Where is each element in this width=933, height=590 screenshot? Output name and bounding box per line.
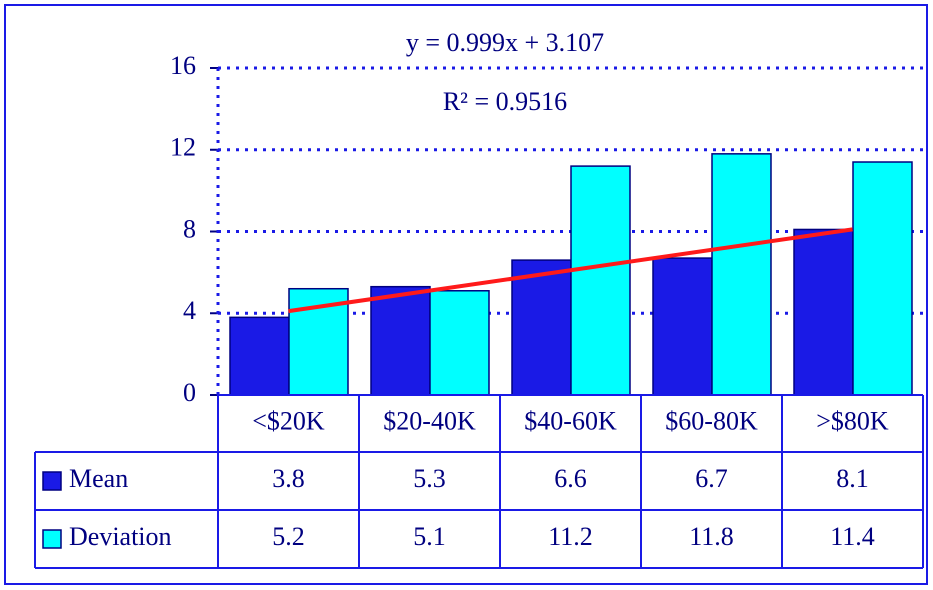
y-tick-label: 12 xyxy=(170,133,196,162)
y-tick-label: 0 xyxy=(183,378,196,407)
trendline xyxy=(288,227,853,314)
table-value: 11.8 xyxy=(689,522,734,551)
y-tick-label: 8 xyxy=(183,214,196,243)
bar xyxy=(652,257,713,396)
legend-label: Mean xyxy=(69,464,128,493)
x-tick-label: >$80K xyxy=(816,406,889,435)
table-value: 8.1 xyxy=(836,464,869,493)
table-value: 5.3 xyxy=(413,464,446,493)
legend-label: Deviation xyxy=(69,522,172,551)
x-tick-label: <$20K xyxy=(252,406,325,435)
bar xyxy=(852,161,913,396)
bar xyxy=(511,259,572,396)
trendline-equation: y = 0.999x + 3.107 xyxy=(406,28,604,57)
bar xyxy=(711,153,772,396)
table-value: 5.2 xyxy=(272,522,305,551)
x-tick-label: $60-80K xyxy=(665,406,758,435)
bar xyxy=(370,285,431,396)
bar xyxy=(570,165,631,396)
legend-swatch xyxy=(42,471,62,491)
bar xyxy=(429,290,490,396)
bar xyxy=(229,316,290,396)
y-tick-label: 16 xyxy=(170,51,196,80)
table-value: 6.6 xyxy=(554,464,587,493)
y-tick-label: 4 xyxy=(183,296,196,325)
table-value: 11.4 xyxy=(830,522,875,551)
bar xyxy=(793,228,854,396)
legend-swatch xyxy=(42,529,62,549)
x-tick-label: $20-40K xyxy=(383,406,476,435)
table-value: 11.2 xyxy=(548,522,593,551)
r-squared: R² = 0.9516 xyxy=(443,87,567,116)
table-value: 6.7 xyxy=(695,464,728,493)
table-value: 5.1 xyxy=(413,522,446,551)
table-value: 3.8 xyxy=(272,464,305,493)
x-tick-label: $40-60K xyxy=(524,406,617,435)
